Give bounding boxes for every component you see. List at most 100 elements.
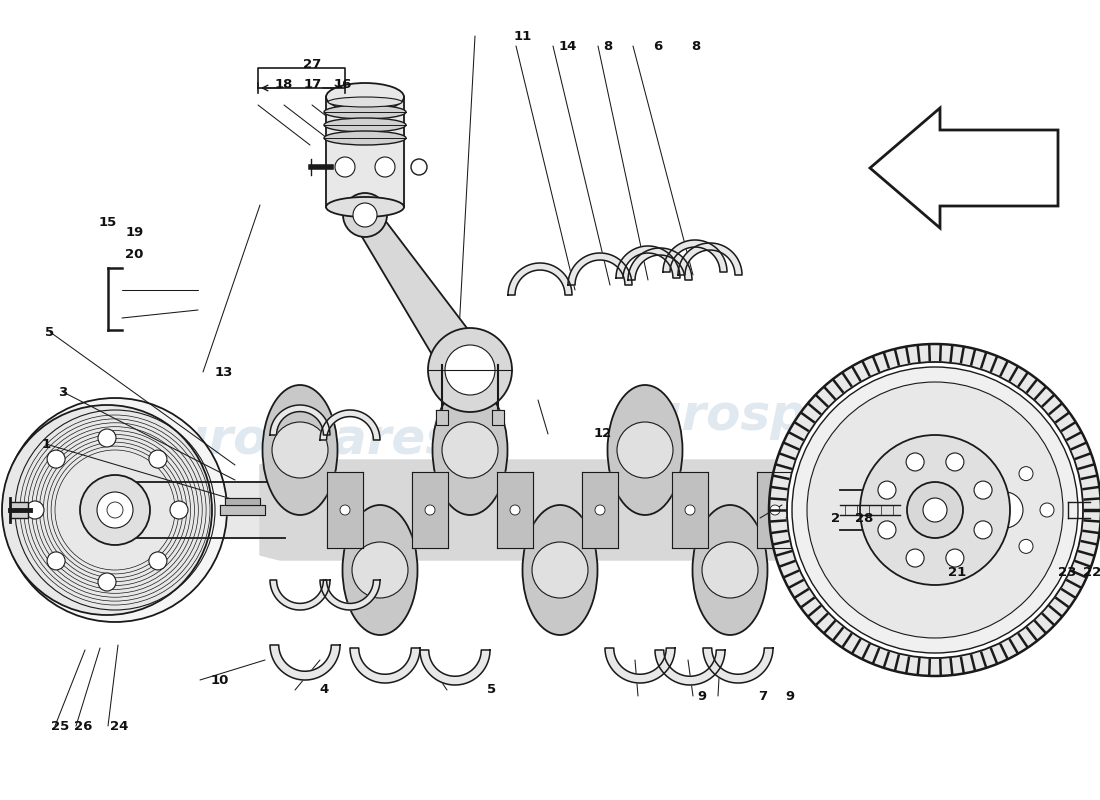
Polygon shape (678, 243, 743, 275)
Circle shape (769, 344, 1100, 676)
Ellipse shape (522, 505, 597, 635)
Circle shape (98, 573, 116, 591)
Circle shape (878, 481, 896, 499)
Circle shape (47, 450, 65, 468)
Ellipse shape (324, 131, 406, 145)
Polygon shape (764, 488, 780, 532)
Polygon shape (336, 488, 345, 532)
Circle shape (987, 492, 1023, 528)
Text: 11: 11 (514, 30, 531, 42)
Polygon shape (436, 410, 448, 425)
Polygon shape (605, 648, 675, 683)
Circle shape (336, 157, 355, 177)
Circle shape (107, 502, 123, 518)
Text: 16: 16 (334, 78, 352, 90)
Circle shape (792, 367, 1078, 653)
Circle shape (343, 193, 387, 237)
Text: 25: 25 (52, 720, 69, 733)
Polygon shape (270, 405, 330, 435)
Circle shape (148, 450, 167, 468)
Polygon shape (320, 410, 379, 440)
Circle shape (943, 448, 1067, 572)
Circle shape (807, 382, 1063, 638)
Circle shape (375, 157, 395, 177)
Circle shape (923, 498, 947, 522)
Text: eurospares: eurospares (612, 392, 928, 440)
Polygon shape (320, 580, 379, 610)
Polygon shape (508, 263, 572, 295)
Text: 26: 26 (75, 720, 92, 733)
Circle shape (786, 482, 843, 538)
Circle shape (906, 453, 924, 471)
Polygon shape (492, 410, 504, 425)
Circle shape (340, 505, 350, 515)
Ellipse shape (607, 385, 682, 515)
Circle shape (80, 475, 150, 545)
Polygon shape (349, 215, 498, 370)
Polygon shape (595, 488, 610, 532)
Circle shape (532, 542, 588, 598)
Text: 1: 1 (42, 438, 51, 450)
Text: 27: 27 (304, 58, 321, 70)
Ellipse shape (324, 118, 406, 132)
Polygon shape (270, 645, 340, 680)
Text: 21: 21 (948, 566, 966, 578)
Text: 13: 13 (214, 366, 232, 378)
Circle shape (425, 505, 435, 515)
Circle shape (908, 482, 962, 538)
Text: 8: 8 (604, 40, 613, 53)
Circle shape (97, 492, 133, 528)
Text: 7: 7 (758, 690, 767, 702)
Polygon shape (568, 253, 632, 285)
Ellipse shape (324, 105, 406, 119)
Polygon shape (616, 246, 680, 278)
Circle shape (47, 552, 65, 570)
Circle shape (878, 521, 896, 539)
Circle shape (148, 552, 167, 570)
Text: 3: 3 (58, 386, 67, 398)
Polygon shape (628, 248, 692, 280)
Text: 2: 2 (832, 512, 840, 525)
Circle shape (428, 328, 512, 412)
Circle shape (974, 481, 992, 499)
Text: 17: 17 (304, 78, 321, 90)
Text: 4: 4 (320, 683, 329, 696)
Circle shape (446, 345, 495, 395)
Text: 9: 9 (697, 690, 706, 702)
Ellipse shape (693, 505, 768, 635)
Polygon shape (663, 240, 727, 272)
Text: 15: 15 (99, 216, 117, 229)
Polygon shape (680, 488, 695, 532)
Ellipse shape (263, 385, 338, 515)
Circle shape (1019, 539, 1033, 554)
Text: 23: 23 (1058, 566, 1076, 578)
Text: 28: 28 (856, 512, 873, 525)
Polygon shape (703, 648, 773, 683)
Polygon shape (870, 108, 1058, 228)
Text: 9: 9 (785, 690, 794, 702)
Circle shape (860, 435, 1010, 585)
Text: 10: 10 (211, 674, 229, 686)
Text: 22: 22 (1084, 566, 1100, 578)
Ellipse shape (326, 83, 404, 111)
Polygon shape (420, 650, 490, 685)
Polygon shape (350, 648, 420, 683)
Ellipse shape (432, 385, 507, 515)
Circle shape (977, 539, 991, 554)
Circle shape (353, 203, 377, 227)
Circle shape (977, 466, 991, 481)
Circle shape (617, 422, 673, 478)
Circle shape (352, 542, 408, 598)
Circle shape (770, 505, 780, 515)
Ellipse shape (326, 197, 404, 217)
Text: 12: 12 (594, 427, 612, 440)
Ellipse shape (778, 450, 852, 570)
Circle shape (906, 549, 924, 567)
Text: 14: 14 (559, 40, 576, 53)
Polygon shape (654, 650, 725, 685)
Text: 19: 19 (125, 226, 143, 238)
Polygon shape (270, 580, 330, 610)
Text: 20: 20 (125, 248, 143, 261)
Ellipse shape (328, 97, 402, 107)
Circle shape (1040, 503, 1054, 517)
